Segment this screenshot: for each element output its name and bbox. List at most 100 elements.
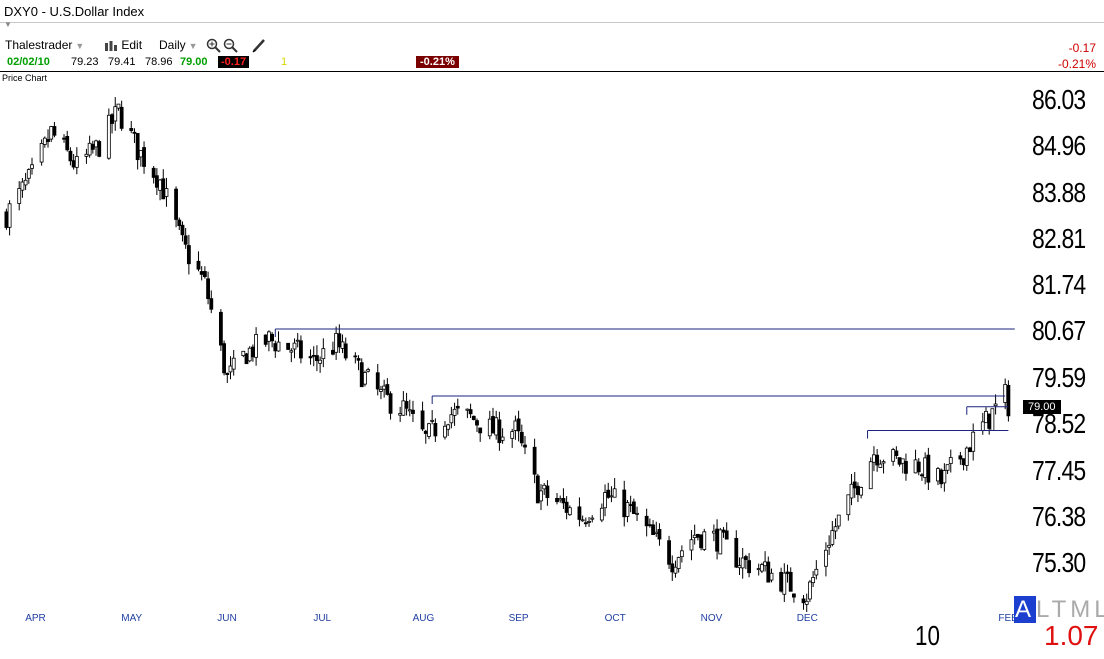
tml-rest: LTML [1036,596,1104,623]
candle-body-down [667,540,671,565]
candle [180,221,185,242]
tml-indicator[interactable]: ALTML [1014,596,1104,624]
candle [926,447,931,490]
candle [407,399,412,417]
candle [766,556,771,583]
candle [695,533,700,541]
title-dropdown-icon[interactable]: ▼ [4,20,12,29]
candle [647,518,652,528]
interval-dropdown[interactable]: Daily ▼ [159,38,198,52]
candle [363,370,367,387]
candle [478,427,483,442]
candle [353,352,358,364]
candle [849,473,854,506]
x-month-label: NOV [700,613,723,624]
candle [916,458,921,476]
candle-body-up [539,490,543,502]
candle-body-down [523,444,527,448]
candle [603,484,607,517]
candle [487,410,492,440]
candle [39,139,44,166]
candle [106,108,111,160]
candle [84,148,89,164]
candle [254,327,259,366]
candle-body-up [487,418,492,437]
candle-body-down [622,489,627,518]
candle [135,133,140,170]
candle [724,522,729,540]
candle-body-up [782,572,787,595]
candle-body-up [980,421,985,432]
candle [827,535,832,555]
candle-body-up [513,420,518,431]
candle-body-down [71,160,76,168]
candle-body-down [433,423,438,437]
candle-body-up [321,348,326,360]
candle-body-up [401,400,406,416]
x-month-label: AUG [412,613,435,624]
candle [449,406,454,429]
candle [599,503,604,523]
candle-body-down [647,524,652,527]
candle [388,391,393,420]
candle-body-up [366,369,371,372]
candle [71,154,76,170]
pane-label: Price Chart [2,73,48,83]
candle [475,418,479,432]
candle [276,331,281,352]
user-dropdown[interactable]: Thalestrader ▼ [5,38,84,52]
candle-body-up [7,203,12,228]
candle [673,560,678,578]
chevron-down-icon: ▼ [75,41,85,51]
candle-body-down [471,415,476,420]
candle-body-down [734,537,739,568]
candle [142,141,146,174]
price-chart[interactable] [0,72,1024,612]
price-axis[interactable]: 86.03 84.96 83.88 82.81 81.74 80.67 79.59 78.52… [1024,72,1104,612]
candle-body-up [769,572,774,581]
candle-body-down [90,143,95,150]
quote-bar: 02/02/10 79.23 79.41 78.96 79.00 -0.17 1… [0,55,1104,70]
candle-body-down [4,211,9,228]
candle [564,496,569,520]
edit-button[interactable]: Edit [104,38,142,52]
candle [430,410,435,425]
candle [158,178,162,201]
candle-body-down [423,430,428,434]
candle-body-down [356,358,361,361]
candle [292,338,297,359]
candle [545,480,550,506]
candle [443,421,447,440]
candle [961,458,966,471]
candle-body-down [968,447,972,453]
candle [872,446,876,472]
candle-body-down [519,431,524,444]
candle [206,271,210,305]
candle-body-down [516,418,521,432]
candle-body-up [830,530,835,545]
candle-body-up [558,498,563,501]
candle-body-down [218,311,223,346]
candle [366,367,371,373]
candle [779,567,784,593]
zoom-in-button[interactable] [206,38,222,54]
candle [343,337,348,361]
candle-body-down [151,167,156,178]
candle-body-down [385,384,390,395]
y-tick-label: 79.59 [1032,362,1086,394]
candle-body-up [990,408,995,431]
candle [138,150,143,167]
zoom-out-button[interactable] [223,38,239,54]
candle-body-up [164,188,169,197]
candle [468,403,473,418]
candle [318,356,323,373]
candle-body-down [263,334,268,345]
candle [519,424,524,447]
candle-body-up [542,484,547,490]
quote-high: 79.41 [108,56,136,68]
draw-tool-button[interactable] [252,38,266,53]
quote-low: 78.96 [145,56,173,68]
candle-body-down [209,298,214,310]
candle-body-up [824,549,828,567]
candle-body-up [334,332,339,353]
